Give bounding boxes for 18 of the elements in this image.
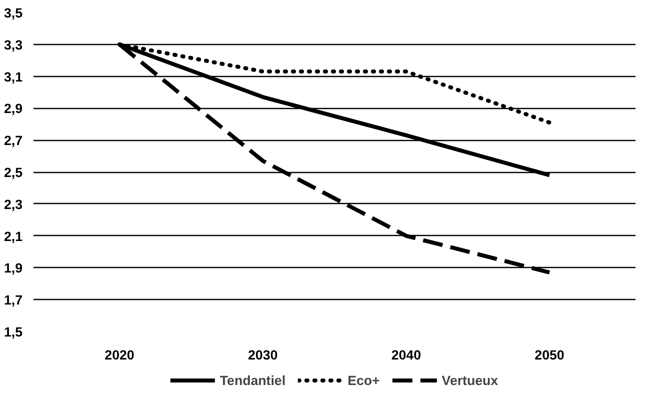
legend-label: Vertueux (442, 372, 498, 388)
y-tick-label: 2,1 (4, 228, 24, 244)
y-tick-label: 3,3 (4, 37, 23, 52)
y-tick-label: 1,9 (4, 260, 23, 276)
y-tick-label: 2,7 (4, 133, 23, 148)
x-tick-label: 2020 (104, 348, 134, 362)
x-tick-label: 2040 (391, 348, 421, 362)
x-tick-label: 2050 (534, 348, 564, 362)
y-tick-label: 2,5 (4, 165, 24, 180)
y-tick-label: 2,3 (4, 196, 23, 212)
legend-label: Tendantiel (220, 372, 286, 388)
y-tick-label: 1,7 (4, 292, 23, 308)
y-tick-label: 3,1 (4, 69, 24, 84)
y-tick-label: 1,5 (4, 324, 24, 340)
y-tick-label: 3,5 (4, 6, 24, 20)
legend-label: Eco+ (348, 372, 380, 388)
x-tick-label: 2030 (248, 348, 278, 362)
y-tick-label: 2,9 (4, 101, 23, 116)
